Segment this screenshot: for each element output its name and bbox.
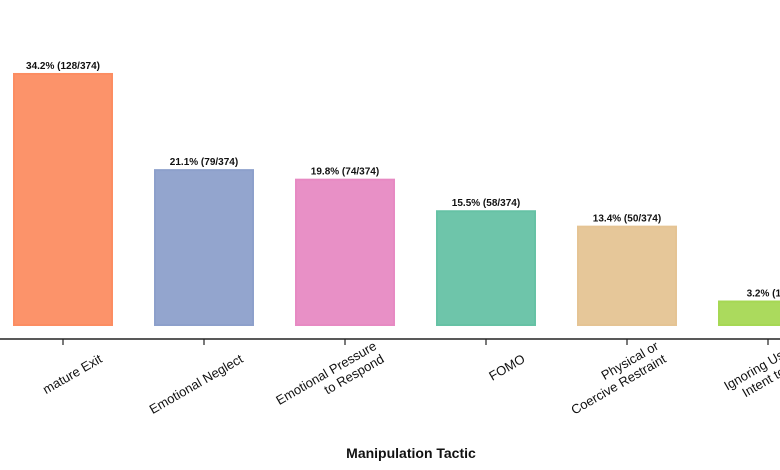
x-tick-label-line: FOMO — [486, 351, 527, 383]
value-label: 34.2% (128/374) — [26, 61, 100, 72]
value-label: 15.5% (58/374) — [452, 198, 520, 209]
bar — [577, 225, 677, 326]
x-tick-label: Ignoring UsersIntent to Exit — [721, 338, 780, 406]
bar — [436, 210, 536, 326]
bar — [13, 72, 113, 326]
value-label: 13.4% (50/374) — [593, 214, 661, 225]
x-tick-label: Emotional Neglect — [147, 351, 246, 417]
x-tick-label: Physical orCoercive Restraint — [561, 338, 669, 418]
x-tick-label: FOMO — [486, 351, 527, 383]
value-label: 3.2% (12/ — [747, 289, 780, 300]
value-label: 21.1% (79/374) — [170, 157, 238, 168]
bar — [718, 300, 780, 326]
bar — [154, 169, 254, 326]
x-tick-label-line: Emotional Neglect — [147, 351, 246, 417]
x-axis-title: Manipulation Tactic — [346, 445, 476, 461]
x-tick-label-line: mature Exit — [40, 351, 105, 397]
bar — [295, 178, 395, 326]
x-tick-label: mature Exit — [40, 351, 105, 397]
x-tick-label: Emotional Pressureto Respond — [273, 338, 386, 421]
value-label: 19.8% (74/374) — [311, 167, 379, 178]
